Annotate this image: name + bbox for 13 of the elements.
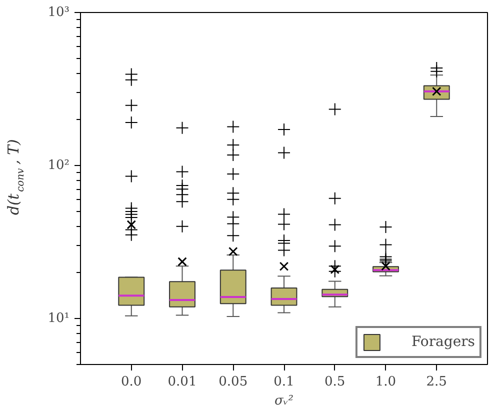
y-axis-title: d(tconv, T) (4, 138, 26, 216)
x-tick-label: 0.1 (274, 374, 294, 390)
x-tick-label: 0.5 (324, 374, 346, 390)
legend-label: Foragers (411, 334, 475, 350)
x-tick-label: 0.01 (168, 374, 197, 390)
y-tick-label: 10³ (48, 5, 70, 20)
x-tick-label: 0.05 (218, 374, 248, 390)
x-axis-title: σᵥ² (274, 394, 294, 408)
x-tick-label: 1.0 (375, 374, 396, 390)
y-tick-label: 10² (48, 158, 70, 173)
y-tick-label: 10¹ (48, 310, 70, 326)
x-tick-label: 0.0 (121, 374, 142, 390)
x-tick-label: 2.5 (426, 374, 447, 390)
